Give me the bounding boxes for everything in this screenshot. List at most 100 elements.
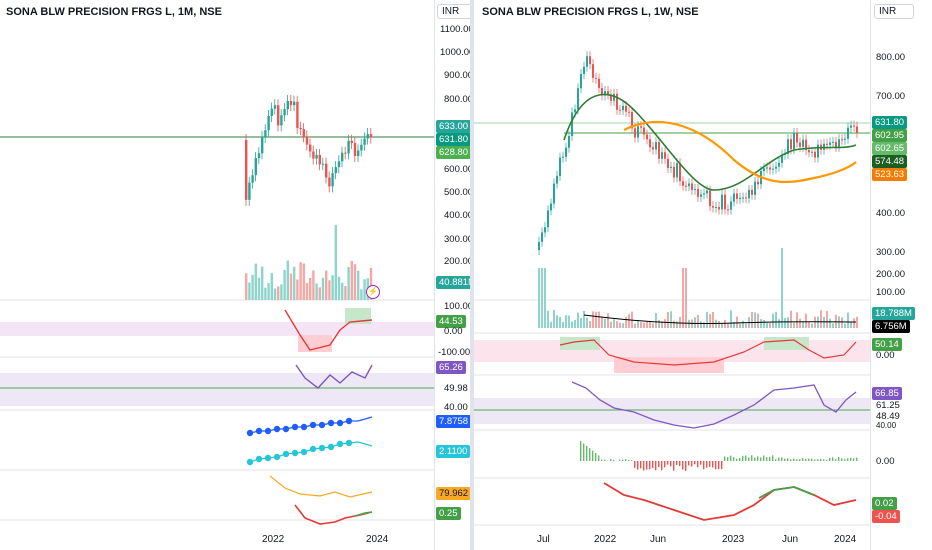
volume-bar — [610, 321, 612, 328]
candle — [334, 167, 337, 174]
volume-bar — [550, 321, 552, 328]
volume-bar — [299, 262, 302, 300]
candle — [586, 56, 588, 67]
volume-bar — [341, 282, 344, 300]
volume-bar — [583, 310, 585, 328]
volume-bar — [571, 321, 573, 328]
volume-bar — [799, 318, 801, 328]
volume-bar — [724, 319, 726, 328]
histogram-bar — [745, 455, 747, 461]
indicator-badge: 79.962 — [436, 487, 472, 500]
candle — [634, 128, 636, 138]
volume-bar — [251, 274, 254, 300]
candle — [775, 166, 777, 169]
volume-bar — [673, 320, 675, 328]
candle — [679, 163, 681, 182]
time-tick: 2023 — [722, 534, 745, 545]
histogram-bar — [664, 461, 666, 468]
volume-bar — [538, 268, 540, 328]
histogram-bar — [781, 457, 783, 461]
volume-bar — [652, 323, 654, 328]
volume-bar — [667, 312, 669, 328]
candle — [811, 151, 813, 153]
volume-bar — [261, 266, 264, 300]
volume-bar — [703, 322, 705, 328]
panel-divider[interactable] — [470, 0, 474, 550]
indicator-line — [758, 486, 815, 499]
volume-bar — [357, 270, 360, 300]
right-chart-panel[interactable]: SONA BLW PRECISION FRGS L, 1W, NSE INR 8… — [474, 0, 932, 550]
left-price-axis[interactable] — [434, 0, 471, 550]
histogram-bar — [805, 458, 807, 461]
volume-bar — [586, 317, 588, 328]
histogram-bar — [772, 455, 774, 461]
candle — [592, 64, 594, 78]
volume-bar — [277, 286, 280, 300]
volume-bar — [856, 316, 858, 328]
candle — [700, 194, 702, 197]
volume-bar — [321, 277, 325, 300]
candle — [571, 112, 573, 136]
histogram-bar — [589, 448, 591, 461]
candle — [658, 142, 660, 159]
histogram-bar — [796, 459, 798, 461]
histogram-bar — [742, 455, 744, 461]
volume-bar — [559, 317, 561, 328]
histogram-bar — [736, 458, 738, 461]
volume-bar — [270, 273, 273, 300]
candle — [283, 109, 286, 116]
candle — [772, 168, 774, 170]
volume-bar — [328, 280, 331, 300]
volume-bar — [826, 310, 828, 328]
volume-bar — [619, 322, 621, 328]
candle — [793, 132, 795, 150]
candle — [718, 206, 720, 210]
candle — [721, 194, 723, 210]
histogram-bar — [838, 457, 840, 461]
lightning-icon[interactable]: ⚡ — [366, 285, 380, 299]
left-chart-canvas[interactable] — [0, 0, 470, 550]
currency-selector[interactable]: INR — [874, 4, 914, 19]
candle — [601, 87, 603, 96]
volume-bar — [775, 311, 777, 328]
volume-bar — [325, 270, 328, 300]
histogram-bar — [811, 458, 813, 461]
histogram-bar — [754, 457, 756, 461]
histogram-bar — [676, 461, 678, 465]
right-price-axis[interactable] — [870, 0, 932, 550]
right-chart-canvas[interactable] — [474, 0, 932, 550]
candle — [261, 136, 264, 154]
histogram-bar — [799, 459, 801, 461]
osc-tick: -100.00 — [438, 347, 471, 358]
candle — [562, 156, 564, 158]
histogram-bar — [595, 453, 597, 461]
candle — [643, 127, 645, 135]
indicator-badge: 0.25 — [436, 507, 461, 520]
osc-badge: 50.14 — [872, 338, 902, 351]
volume-badge: 40.881M — [436, 276, 479, 289]
candle — [328, 177, 331, 187]
histogram-bar — [808, 458, 810, 461]
volume-bar — [604, 318, 606, 328]
candle — [835, 141, 837, 147]
currency-selector[interactable]: INR — [437, 4, 477, 19]
candle — [799, 142, 801, 147]
histogram-bar — [853, 458, 855, 461]
histogram-bar — [673, 461, 675, 471]
histogram-bar — [649, 461, 651, 470]
volume-bar — [309, 277, 312, 300]
histogram-bar — [814, 459, 816, 461]
histogram-bar — [844, 459, 846, 461]
candle — [790, 139, 792, 150]
rsi-badge: 66.85 — [872, 387, 902, 400]
candle — [757, 181, 759, 185]
hist-tick: 0.00 — [876, 456, 895, 467]
volume-bar — [757, 313, 759, 328]
candle — [736, 193, 738, 199]
volume-bar — [685, 268, 687, 328]
candle — [769, 167, 771, 170]
candle — [331, 173, 334, 187]
osc-fill-red — [298, 335, 332, 352]
price-badge: 523.63 — [872, 168, 908, 181]
left-chart-panel[interactable]: SONA BLW PRECISION FRGS L, 1M, NSE INR 1… — [0, 0, 479, 550]
